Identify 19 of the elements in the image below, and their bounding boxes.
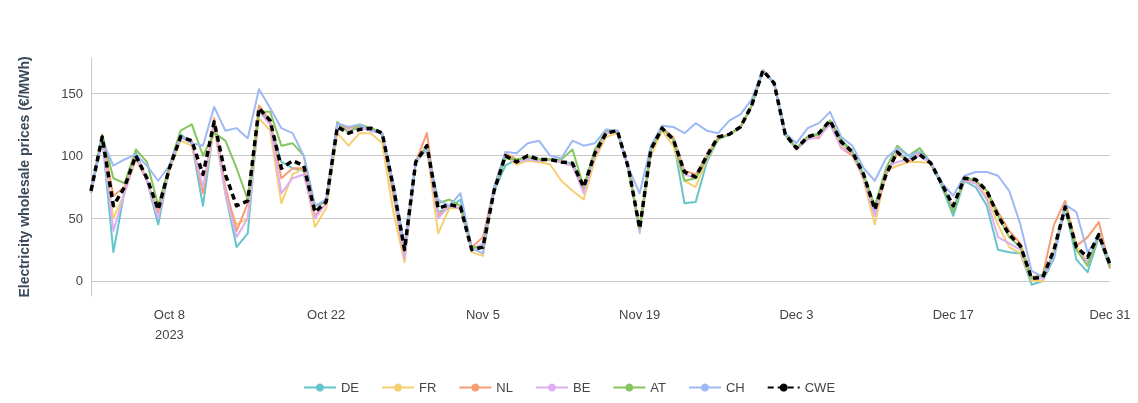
legend-label: NL — [496, 380, 513, 395]
y-axis-title: Electricity wholesale prices (€/MWh) — [16, 56, 32, 298]
legend-label: CWE — [804, 380, 836, 395]
legend-label: FR — [419, 380, 437, 395]
y-tick-label: 100 — [61, 148, 83, 164]
x-tick-label: Dec 31 — [1089, 306, 1131, 322]
y-tick-label: 150 — [61, 85, 83, 101]
x-tick-label: Dec 3 — [779, 306, 814, 322]
x-tick-label: Oct 8 2023 — [153, 306, 185, 342]
y-tick-label: 50 — [68, 210, 83, 226]
legend-label: AT — [650, 380, 666, 395]
legend-label: BE — [572, 380, 591, 395]
legend-label: DE — [340, 380, 360, 395]
x-tick-label: Nov 19 — [619, 306, 661, 322]
legend-label: CH — [725, 380, 745, 395]
x-tick-label: Oct 22 — [307, 306, 346, 322]
y-tick-label: 0 — [75, 273, 83, 289]
x-tick-label: Dec 17 — [932, 306, 974, 322]
x-tick-label: Nov 5 — [465, 306, 500, 322]
